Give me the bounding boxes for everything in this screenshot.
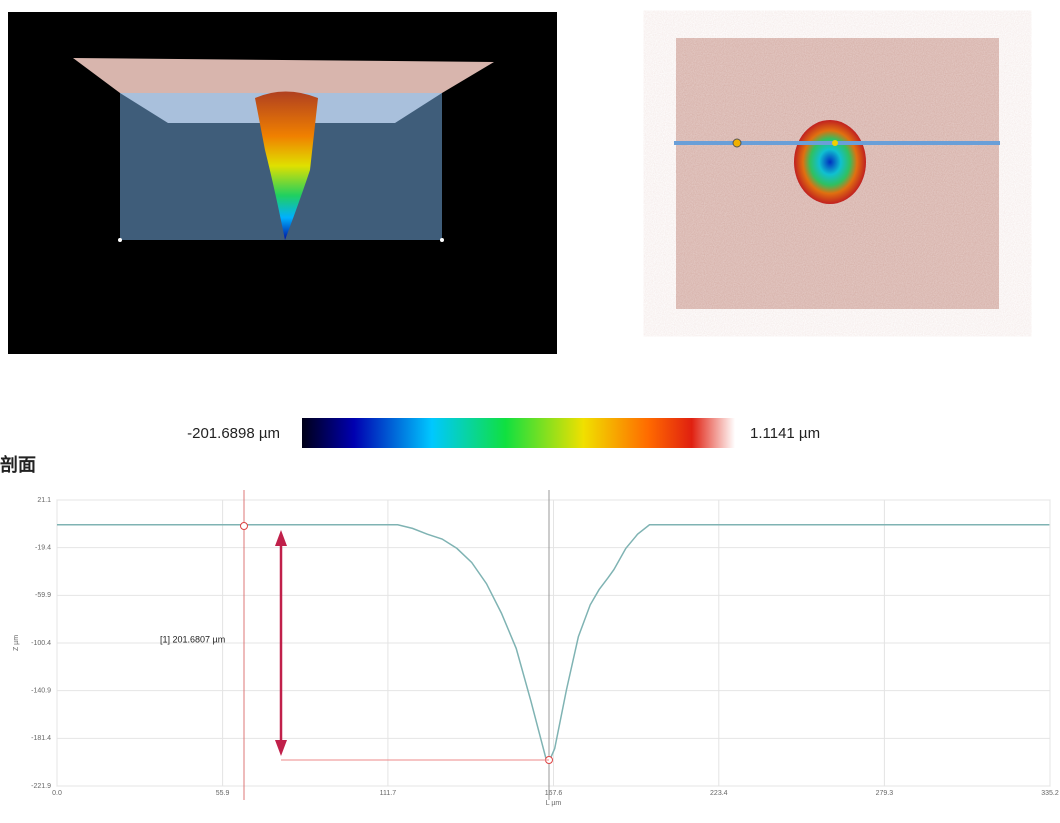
x-axis-label: L µm: [546, 800, 562, 807]
y-tick-label: -100.4: [31, 640, 51, 647]
top-view: [674, 38, 1000, 309]
y-tick-label: -181.4: [31, 735, 51, 742]
y-axis-label: Z µm: [13, 635, 20, 651]
y-tick-label: -221.9: [31, 783, 51, 790]
x-tick-label: 167.6: [545, 790, 563, 797]
3d-view: [8, 12, 557, 354]
color-bar: [302, 418, 735, 448]
colorbar-max: 1.1141 µm: [750, 425, 820, 442]
y-tick-label: -59.9: [35, 592, 51, 599]
x-tick-label: 55.9: [216, 790, 230, 797]
section-title: 剖面: [0, 454, 36, 475]
x-tick-label: 0.0: [52, 790, 62, 797]
x-tick-label: 223.4: [710, 790, 728, 797]
y-tick-label: 21.1: [37, 497, 51, 504]
y-tick-label: -19.4: [35, 545, 51, 552]
x-tick-label: 335.2: [1041, 790, 1059, 797]
colorbar-min: -201.6898 µm: [187, 425, 280, 442]
x-tick-label: 111.7: [380, 790, 397, 797]
measurement-label: [1] 201.6807 µm: [160, 634, 225, 644]
page: -201.6898 µm 1.1141 µm 剖面 21.1 -19.4 -59.9…: [0, 0, 1060, 823]
y-tick-label: -140.9: [31, 688, 51, 695]
x-tick-label: 279.3: [876, 790, 894, 797]
